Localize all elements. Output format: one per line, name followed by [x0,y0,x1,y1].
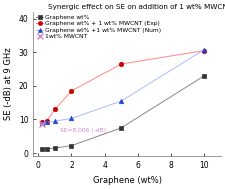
Graphene wt% + 1 wt% MWCNT (Exp) [120,63,123,65]
Graphene wt% + 1 wt% MWCNT (Exp) [40,121,43,123]
Line: Graphene wt%: Graphene wt% [40,74,206,151]
Graphene wt% +1 wt% MWCNT (Num) [54,120,56,122]
Line: Graphene wt% + 1 wt% MWCNT (Exp): Graphene wt% + 1 wt% MWCNT (Exp) [39,48,207,124]
Legend: Graphene wt%, Graphene wt% + 1 wt% MWCNT (Exp), Graphene wt% +1 wt% MWCNT (Num),: Graphene wt%, Graphene wt% + 1 wt% MWCNT… [35,14,163,40]
Graphene wt% +1 wt% MWCNT (Num) [70,117,73,120]
Graphene wt% +1 wt% MWCNT (Num) [120,100,123,102]
Graphene wt% [40,148,43,150]
Graphene wt% + 1 wt% MWCNT (Exp) [203,50,206,52]
Graphene wt% [203,75,206,77]
Graphene wt% +1 wt% MWCNT (Num) [203,48,206,51]
Line: Graphene wt% +1 wt% MWCNT (Num): Graphene wt% +1 wt% MWCNT (Num) [39,47,207,125]
X-axis label: Graphene (wt%): Graphene (wt%) [92,176,162,185]
Graphene wt% +1 wt% MWCNT (Num) [40,122,43,124]
Graphene wt% + 1 wt% MWCNT (Exp) [70,90,73,92]
Graphene wt% [54,147,56,149]
Graphene wt% + 1 wt% MWCNT (Exp) [45,120,48,122]
Graphene wt% +1 wt% MWCNT (Num) [45,121,48,123]
Text: Synergic effect on SE on addition of 1 wt% MWCNTs: Synergic effect on SE on addition of 1 w… [48,4,225,10]
Graphene wt% + 1 wt% MWCNT (Exp) [54,108,56,111]
Y-axis label: SE (-dB) at 9 GHz: SE (-dB) at 9 GHz [4,48,13,121]
Text: SE=8.066 (-dB): SE=8.066 (-dB) [60,128,106,133]
Graphene wt% [45,148,48,150]
Graphene wt% [120,127,123,129]
Graphene wt% [70,145,73,147]
